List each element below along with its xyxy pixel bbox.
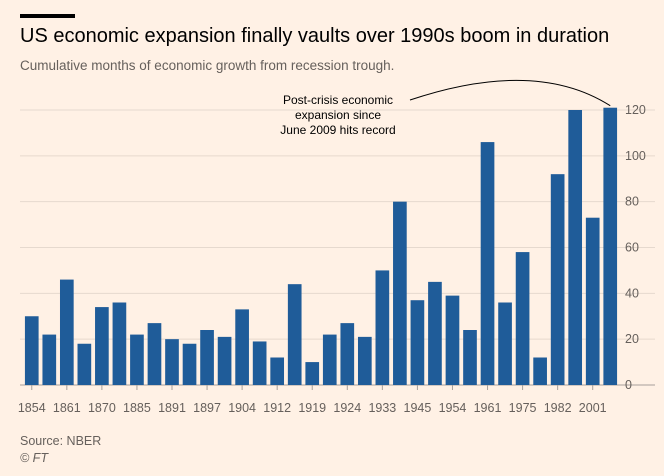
ft-header-rule <box>20 14 75 18</box>
bar <box>410 300 425 385</box>
x-tick-label: 1954 <box>439 401 467 415</box>
source-note: Source: NBER <box>20 434 102 448</box>
bar <box>375 270 390 385</box>
bar <box>287 284 302 385</box>
x-tick-label: 2001 <box>579 401 607 415</box>
y-axis-ticks: 0 20 40 60 80 100 120 <box>625 103 646 392</box>
bar <box>24 316 39 385</box>
y-tick-label: 100 <box>625 149 646 163</box>
bar <box>305 362 320 385</box>
bar <box>147 323 162 385</box>
annotation-text-line: Post-crisis economic <box>283 93 393 107</box>
bar <box>112 302 127 385</box>
bar <box>533 357 547 385</box>
y-tick-label: 60 <box>625 241 639 255</box>
y-tick-label: 80 <box>625 195 639 209</box>
bar <box>95 307 109 385</box>
x-tick-label: 1919 <box>298 401 326 415</box>
chart-title: US economic expansion finally vaults ove… <box>20 25 610 47</box>
chart-subtitle: Cumulative months of economic growth fro… <box>20 58 395 73</box>
bar <box>217 336 232 385</box>
x-tick-label: 1961 <box>474 401 502 415</box>
annotation-text-line: expansion since <box>295 108 381 122</box>
bar <box>568 110 583 385</box>
bar <box>463 330 477 385</box>
bars <box>24 107 618 385</box>
y-tick-label: 0 <box>625 378 632 392</box>
gridlines <box>20 109 655 386</box>
bar <box>130 334 144 385</box>
bar <box>322 334 337 385</box>
bar <box>498 302 512 385</box>
annotation-connector <box>409 79 611 107</box>
x-tick-label: 1933 <box>368 401 396 415</box>
bar <box>200 330 214 385</box>
bar <box>42 334 57 385</box>
bar <box>480 142 495 385</box>
x-tick-label: 1924 <box>333 401 361 415</box>
y-tick-label: 120 <box>625 103 646 117</box>
bar <box>585 217 600 385</box>
bar <box>252 341 267 385</box>
x-tick-label: 1885 <box>123 401 151 415</box>
x-tick-label: 1897 <box>193 401 221 415</box>
x-tick-label: 1912 <box>263 401 291 415</box>
x-tick-label: 1870 <box>88 401 116 415</box>
y-tick-label: 40 <box>625 286 639 300</box>
x-tick-label: 1975 <box>509 401 537 415</box>
x-tick-label: 1982 <box>544 401 572 415</box>
y-tick-label: 20 <box>625 332 639 346</box>
bar <box>428 281 442 385</box>
bar <box>445 295 460 385</box>
bar <box>165 339 179 385</box>
x-axis-ticks: 1854 1861 1870 1885 1891 1897 1904 1912 1919 1924… <box>18 385 607 415</box>
bar <box>603 107 618 385</box>
x-tick-label: 1854 <box>18 401 46 415</box>
bar <box>550 174 565 385</box>
annotation-text-line: June 2009 hits record <box>280 123 395 137</box>
bar <box>182 343 197 385</box>
x-tick-label: 1945 <box>404 401 432 415</box>
bar <box>393 201 407 385</box>
bar <box>77 343 92 385</box>
bar <box>340 323 355 385</box>
ft-credit: © FT <box>20 451 48 465</box>
x-tick-label: 1861 <box>53 401 81 415</box>
x-tick-label: 1891 <box>158 401 186 415</box>
bar <box>235 309 249 385</box>
bar <box>515 252 530 385</box>
bar <box>270 357 285 385</box>
bar <box>59 279 74 385</box>
bar <box>357 336 372 385</box>
x-tick-label: 1904 <box>228 401 256 415</box>
